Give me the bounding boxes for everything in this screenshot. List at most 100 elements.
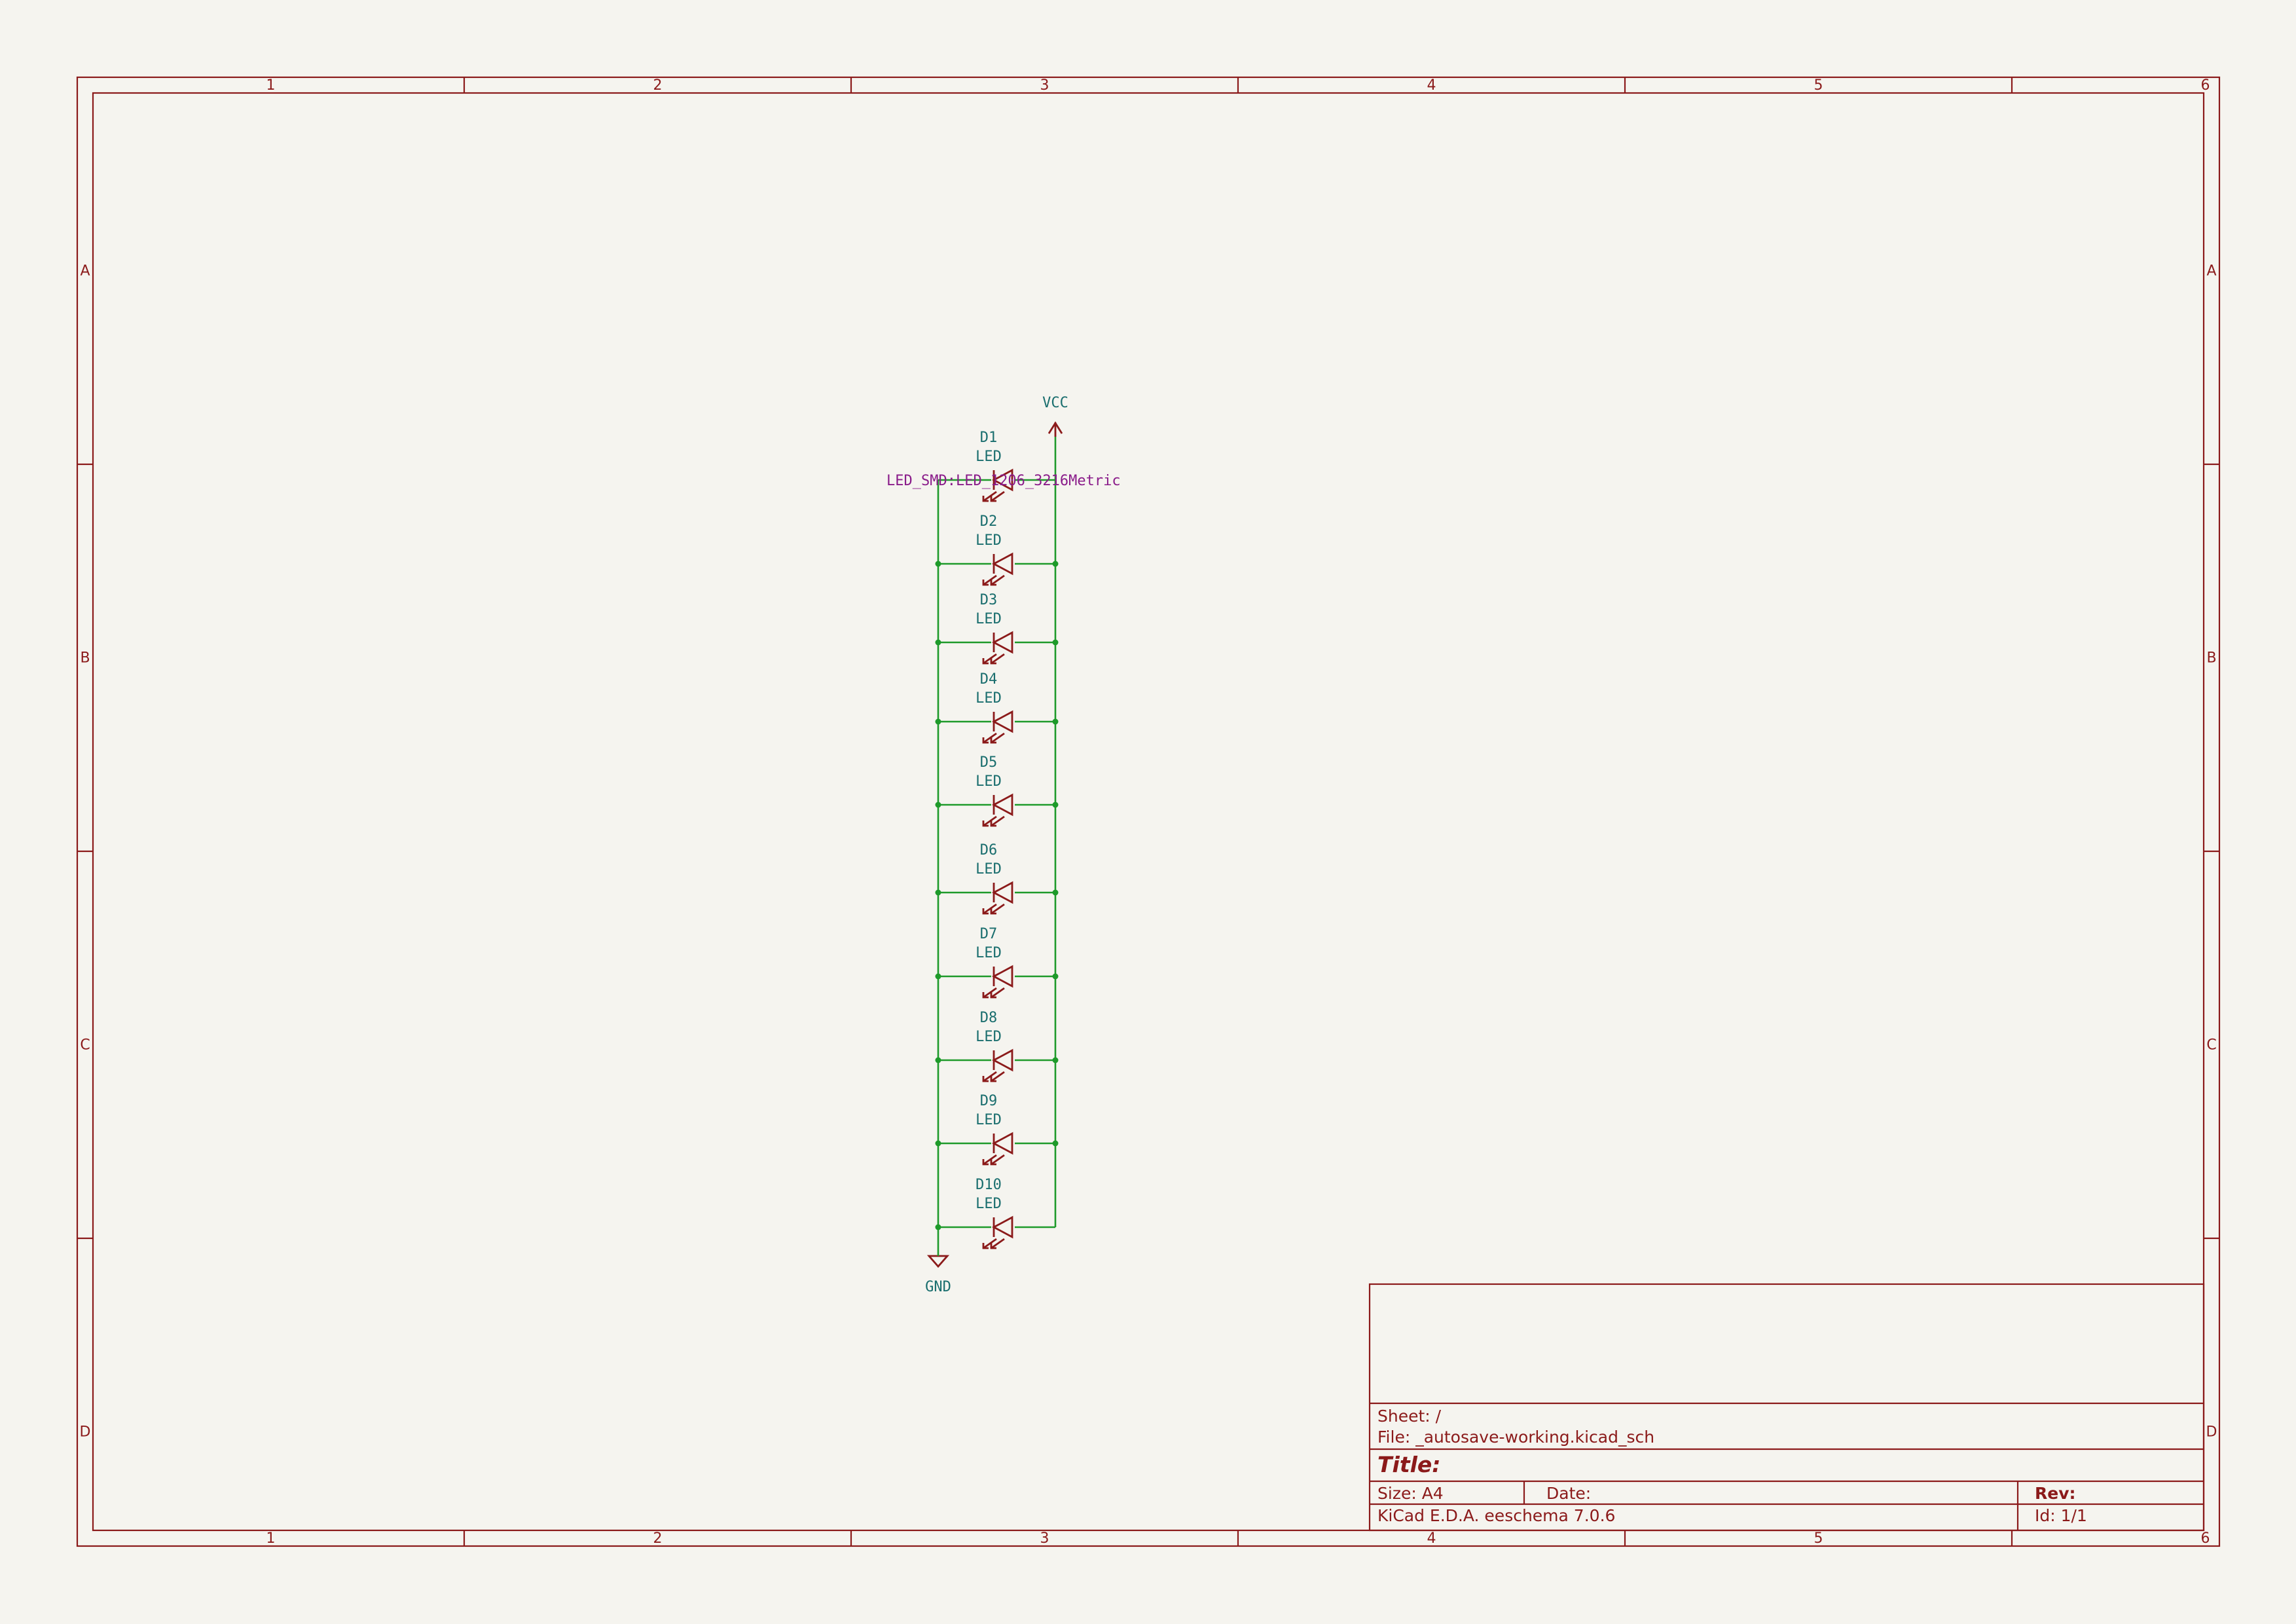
led-emission-arrowhead xyxy=(990,737,996,744)
led-emission-arrow xyxy=(991,574,1005,586)
led-symbol-d1[interactable]: D1 LED xyxy=(975,430,1013,502)
column-marker: 6 xyxy=(2201,77,2210,94)
row-marker: B xyxy=(2206,650,2216,667)
led-emission-arrowhead xyxy=(990,821,996,827)
junction-dot xyxy=(1052,1057,1059,1063)
led-emission-arrow xyxy=(991,732,1005,744)
column-marker: 2 xyxy=(653,1530,663,1547)
led-symbols: D1 LED D2 LED D3 LED D4 LED D5 LED D6 LED D7 LED D8 LED… xyxy=(975,430,1013,1249)
led-reference: D1 xyxy=(980,430,998,446)
junction-dot xyxy=(935,889,941,896)
led-symbol-d8[interactable]: D8 LED xyxy=(975,1010,1013,1082)
led-symbol-d9[interactable]: D9 LED xyxy=(975,1093,1013,1166)
led-emission-arrowhead xyxy=(990,658,996,665)
vcc-power-symbol[interactable]: VCC xyxy=(1042,395,1068,437)
title-block-size: Size: A4 xyxy=(1377,1484,1444,1503)
junction-dot xyxy=(935,1224,941,1230)
led-emission-arrow xyxy=(991,903,1005,915)
led-symbol-d3[interactable]: D3 LED xyxy=(975,592,1013,665)
led-emission-arrowhead xyxy=(982,1076,989,1082)
led-anode-triangle xyxy=(992,631,1013,654)
led-reference: D9 xyxy=(980,1093,998,1109)
led-value: LED xyxy=(975,532,1002,549)
junction-dot xyxy=(1052,889,1059,896)
junction-dot xyxy=(1052,973,1059,980)
led-value: LED xyxy=(975,945,1002,961)
junction-dot xyxy=(935,1140,941,1147)
row-marker: C xyxy=(80,1037,90,1054)
junction-dot xyxy=(1052,718,1059,725)
led-emission-arrow xyxy=(983,1238,997,1249)
junction-dot xyxy=(1052,561,1059,567)
led-value: LED xyxy=(975,690,1002,707)
row-marker: D xyxy=(80,1424,91,1441)
led-emission-arrowhead xyxy=(982,821,989,827)
led-value: LED xyxy=(975,1112,1002,1128)
column-marker: 4 xyxy=(1427,1530,1436,1547)
led-anode-triangle xyxy=(992,710,1013,733)
led-emission-arrow xyxy=(983,574,997,586)
led-emission-arrowhead xyxy=(982,737,989,744)
led-symbol-d4[interactable]: D4 LED xyxy=(975,671,1013,744)
led-value: LED xyxy=(975,1196,1002,1212)
led-value: LED xyxy=(975,449,1002,465)
row-marker: A xyxy=(2206,263,2216,280)
led-emission-arrow xyxy=(983,490,997,502)
led-emission-arrow xyxy=(991,653,1005,665)
led-symbol-d5[interactable]: D5 LED xyxy=(975,754,1013,827)
led-symbol-d7[interactable]: D7 LED xyxy=(975,926,1013,999)
row-marker: D xyxy=(2206,1424,2217,1441)
led-reference: D2 xyxy=(980,513,998,530)
led-symbol-d2[interactable]: D2 LED xyxy=(975,513,1013,586)
led-emission-arrowhead xyxy=(990,992,996,999)
junction-dot xyxy=(935,561,941,567)
led-reference: D5 xyxy=(980,754,998,771)
title-block-sheet: Sheet: / xyxy=(1377,1407,1442,1426)
led-anode-triangle xyxy=(992,468,1013,492)
led-reference: D4 xyxy=(980,671,998,688)
led-anode-triangle xyxy=(992,965,1013,988)
junction-dot xyxy=(935,639,941,646)
led-emission-arrow xyxy=(983,653,997,665)
junction-dot xyxy=(935,718,941,725)
led-emission-arrowhead xyxy=(982,580,989,586)
led-anode-triangle xyxy=(992,881,1013,904)
led-emission-arrow xyxy=(991,1238,1005,1249)
column-marker: 3 xyxy=(1040,77,1049,94)
zone-markers: 1 1 2 2 3 3 4 4 5 5 6 6 A A B B C C D D xyxy=(77,77,2219,1547)
led-anode-triangle xyxy=(992,1215,1013,1239)
vcc-label: VCC xyxy=(1042,395,1068,411)
led-symbol-d6[interactable]: D6 LED xyxy=(975,842,1013,915)
wires xyxy=(935,437,1059,1256)
gnd-power-symbol[interactable]: GND xyxy=(925,1255,951,1295)
column-marker: 4 xyxy=(1427,77,1436,94)
led-emission-arrow xyxy=(983,987,997,999)
junction-dot xyxy=(1052,639,1059,646)
inner-frame xyxy=(92,92,2205,1532)
led-emission-arrowhead xyxy=(990,496,996,502)
led-reference: D10 xyxy=(975,1177,1002,1193)
title-block-title: Title: xyxy=(1377,1452,1441,1477)
led-emission-arrowhead xyxy=(990,1243,996,1249)
row-marker: B xyxy=(80,650,90,667)
led-anode-triangle xyxy=(992,1048,1013,1072)
title-block: Sheet: / File: _autosave-working.kicad_s… xyxy=(1368,1283,2205,1532)
led-anode-triangle xyxy=(992,793,1013,817)
footprint-label: LED_SMD:LED_1206_3216Metric xyxy=(886,473,1121,489)
column-marker: 3 xyxy=(1040,1530,1049,1547)
led-emission-arrowhead xyxy=(990,1076,996,1082)
title-block-app: KiCad E.D.A. eeschema 7.0.6 xyxy=(1377,1506,1615,1525)
outer-frame xyxy=(76,76,2221,1547)
junction-dot xyxy=(1052,1140,1059,1147)
column-marker: 5 xyxy=(1814,1530,1823,1547)
led-symbol-d10[interactable]: D10 LED xyxy=(975,1177,1013,1249)
led-value: LED xyxy=(975,861,1002,877)
led-emission-arrowhead xyxy=(990,580,996,586)
junction-dot xyxy=(935,1057,941,1063)
led-emission-arrow xyxy=(983,1071,997,1082)
row-marker: C xyxy=(2206,1037,2216,1054)
led-emission-arrow xyxy=(991,815,1005,827)
gnd-label: GND xyxy=(925,1279,951,1295)
title-block-id: Id: 1/1 xyxy=(2035,1506,2087,1525)
